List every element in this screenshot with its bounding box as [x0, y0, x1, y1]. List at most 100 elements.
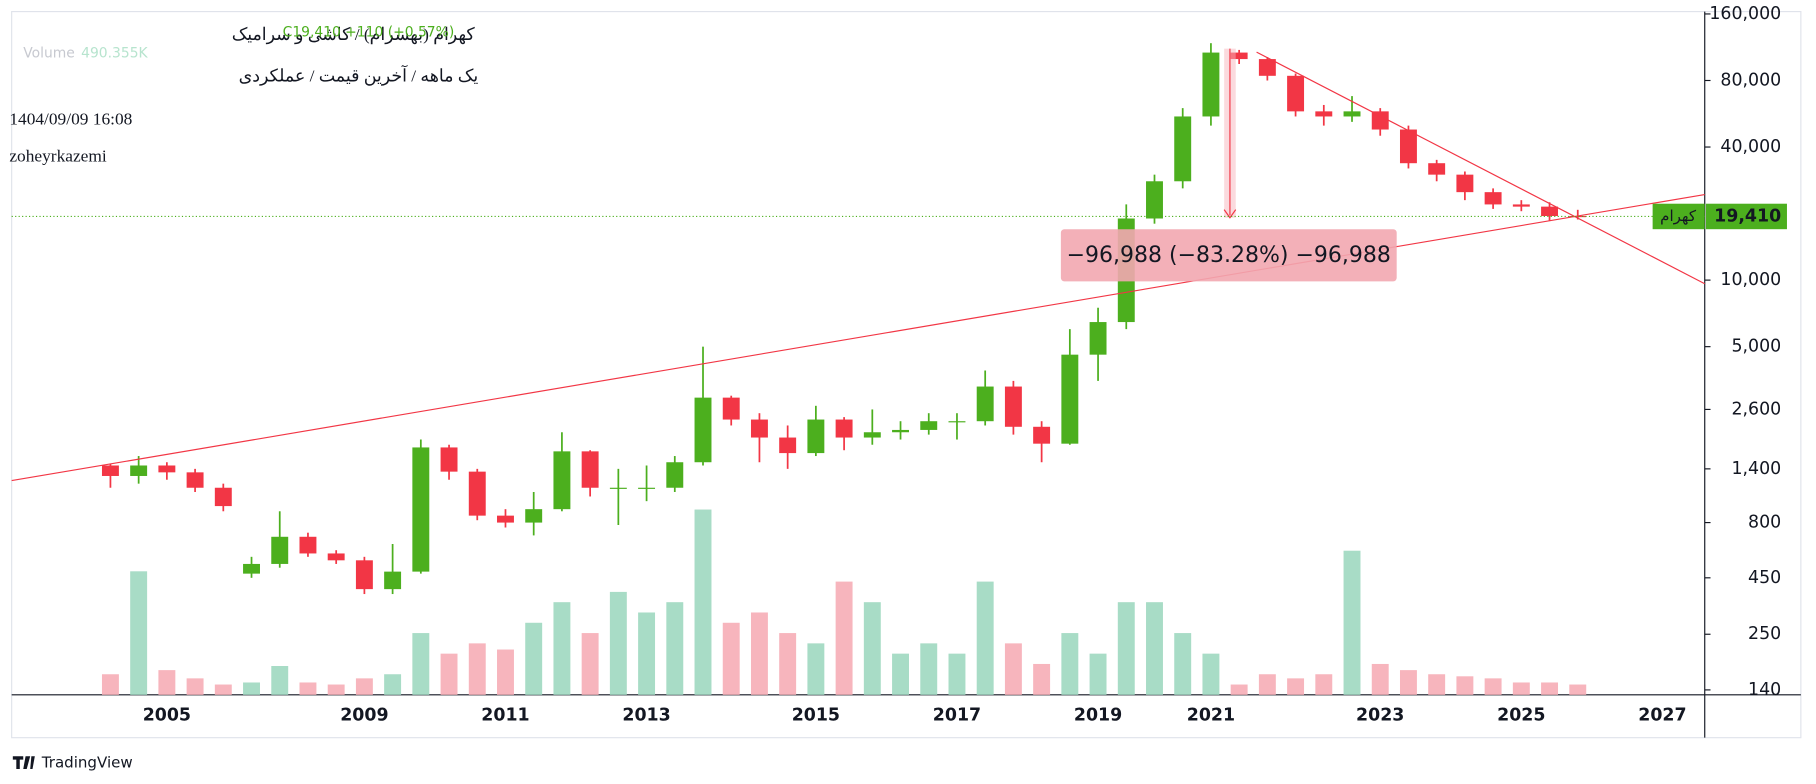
- symbol-tag-box: [1652, 203, 1705, 230]
- volume-bar: [1230, 684, 1248, 695]
- x-tick-label: 2025: [1497, 706, 1545, 726]
- volume-bar: [497, 649, 514, 695]
- candle-body: [186, 472, 204, 488]
- candle-body: [920, 421, 938, 430]
- candle-body: [1146, 181, 1163, 219]
- candle-body: [1315, 111, 1333, 117]
- candle-body: [525, 509, 543, 523]
- volume-bar: [299, 682, 317, 695]
- volume-bar: [440, 653, 458, 695]
- brand-logo: [12, 756, 35, 769]
- volume-bar: [1061, 633, 1079, 695]
- volume-bar: [863, 602, 881, 695]
- volume-bar: [1541, 682, 1559, 695]
- y-tick-label: 160,000: [1709, 4, 1781, 24]
- x-tick-label: 2005: [143, 706, 191, 726]
- volume-bar: [666, 602, 684, 695]
- x-tick-label: 2021: [1187, 706, 1235, 726]
- volume-bar: [807, 643, 825, 695]
- volume-bar: [355, 678, 373, 695]
- candle-body: [807, 419, 825, 454]
- symbol-title: کهرام (بهسرام) / کاشی و سرامیک: [232, 25, 476, 45]
- volume-bar: [581, 633, 599, 695]
- candle-body: [1484, 192, 1502, 205]
- volume-bar: [412, 633, 430, 695]
- candle-body: [581, 451, 599, 488]
- candle-body: [384, 571, 402, 590]
- y-tick-label: 2,600: [1731, 399, 1781, 419]
- datetime: 1404/09/09 16:08: [9, 109, 132, 128]
- candle-body: [1456, 174, 1474, 193]
- candle-body: [779, 437, 797, 454]
- volume-bar: [694, 509, 712, 695]
- volume-bar: [468, 643, 486, 695]
- volume-bar: [1484, 678, 1502, 695]
- volume-bar: [1117, 602, 1135, 695]
- ohlc-change: +110 (+0.57%): [345, 24, 454, 40]
- x-tick-label: 2017: [933, 706, 981, 726]
- candle-body: [1202, 52, 1220, 117]
- plot-border: [11, 11, 1802, 739]
- y-tick-label: 40,000: [1720, 137, 1781, 157]
- volume-bar: [1399, 670, 1417, 695]
- y-tick-label: 1,400: [1731, 459, 1781, 479]
- volume-bar: [1512, 682, 1530, 695]
- series-layer: [101, 43, 1587, 695]
- last-price-label: 19,410: [1714, 206, 1781, 226]
- volume-bar: [892, 653, 909, 695]
- volume-bar: [722, 622, 740, 695]
- volume-bar: [158, 670, 176, 695]
- volume-bar: [186, 678, 204, 695]
- candle-body: [1004, 386, 1022, 427]
- trend-line: [1256, 51, 1706, 285]
- volume-bar: [553, 602, 571, 695]
- y-tick-label: 250: [1748, 624, 1781, 644]
- volume-bar: [609, 591, 627, 695]
- volume-bar: [920, 643, 938, 695]
- volume-bar: [976, 581, 994, 695]
- x-tick-label: 2023: [1356, 706, 1404, 726]
- candle-body: [863, 432, 881, 438]
- y-tick-label: 450: [1748, 568, 1781, 588]
- volume-bar: [1343, 550, 1361, 695]
- last-price-box: [1705, 203, 1787, 230]
- volume-bar: [1456, 676, 1474, 695]
- candle-body: [948, 421, 966, 423]
- volume-bar: [1033, 663, 1051, 695]
- volume-bar: [327, 684, 345, 695]
- measure-label: −96,988 (−83.28%) −96,988: [1067, 243, 1391, 268]
- x-tick-label: 2019: [1074, 706, 1122, 726]
- x-tick-label: 2027: [1638, 706, 1686, 726]
- volume-bar: [638, 612, 656, 695]
- x-tick-label: 2015: [792, 706, 840, 726]
- volume-bar: [1146, 602, 1163, 695]
- candle-body: [130, 465, 148, 476]
- x-tick-label: 2013: [622, 706, 670, 726]
- candle-body: [1541, 206, 1559, 217]
- candle-body: [1287, 75, 1305, 112]
- volume-bar: [101, 674, 119, 695]
- volume-bar: [271, 666, 289, 695]
- candle-body: [271, 536, 289, 564]
- candle-body: [666, 462, 684, 488]
- y-tick-label: 800: [1748, 513, 1781, 533]
- volume-bar: [1315, 674, 1333, 695]
- brand: TradingView: [41, 754, 133, 772]
- volume-bar: [1428, 674, 1446, 695]
- volume-bar: [1202, 653, 1220, 695]
- y-tick-label: 80,000: [1720, 70, 1781, 90]
- candle-body: [412, 447, 430, 572]
- candle-body: [1089, 322, 1107, 355]
- volume-bar: [1174, 633, 1192, 695]
- candle-body: [1371, 111, 1389, 130]
- candle-body: [101, 465, 119, 476]
- candle-body: [976, 386, 994, 422]
- volume-value: 490.355K: [81, 45, 148, 61]
- candle-body: [722, 397, 740, 420]
- volume-bar: [1287, 678, 1305, 695]
- volume-bar: [214, 684, 232, 695]
- ohlc-close: C19,410: [283, 24, 341, 40]
- candle-body: [158, 465, 176, 473]
- volume-bar: [1258, 674, 1276, 695]
